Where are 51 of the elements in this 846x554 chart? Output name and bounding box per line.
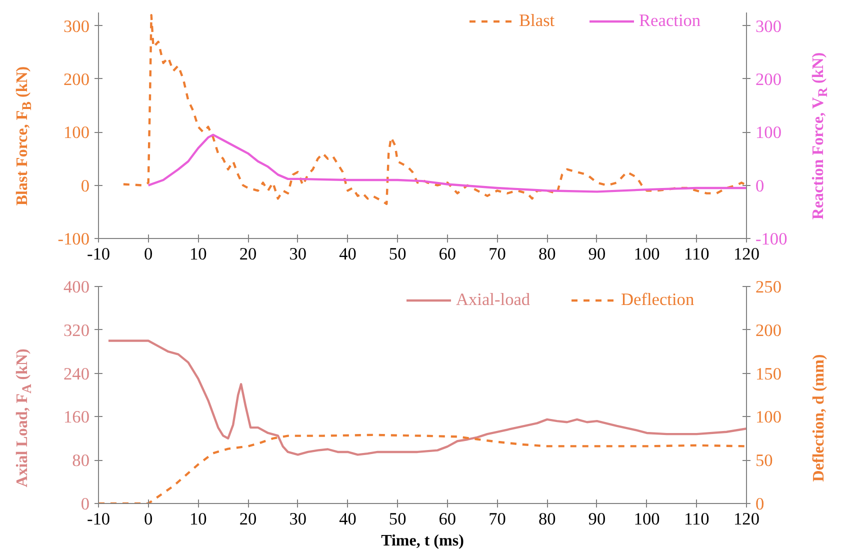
- x-tick-label: 50: [388, 244, 406, 264]
- y2-tick-label: 250: [756, 278, 782, 296]
- y2-axis-title: Deflection, d (mm): [810, 354, 829, 482]
- x-tick-label: 30: [289, 244, 307, 264]
- legend-label: Deflection: [621, 290, 694, 310]
- x-tick-label: 100: [634, 244, 660, 264]
- x-tick-label: 90: [588, 244, 606, 264]
- line-series: [122, 14, 746, 206]
- x-tick-label: 30: [289, 510, 307, 528]
- x-tick-label: 10: [190, 244, 207, 264]
- y2-tick-label: 50: [756, 451, 773, 470]
- y2-tick-label: 200: [756, 70, 782, 89]
- y-tick-label: 200: [64, 70, 90, 89]
- x-tick-label: 40: [339, 510, 356, 528]
- x-tick-label: 0: [144, 510, 153, 528]
- x-tick-label: 60: [438, 244, 456, 264]
- y-tick-label: 240: [64, 364, 90, 384]
- y2-tick-label: 150: [756, 364, 782, 384]
- y-tick-label: 100: [64, 123, 90, 142]
- legend-label: Axial-load: [456, 290, 530, 310]
- y-tick-label: 0: [80, 176, 90, 196]
- y2-tick-label: 0: [756, 176, 764, 196]
- x-tick-label: 100: [634, 510, 660, 528]
- x-tick-label: 80: [538, 244, 556, 264]
- y2-tick-label: 300: [756, 16, 782, 36]
- x-tick-label: 60: [438, 510, 456, 528]
- legend-label: Blast: [519, 11, 555, 31]
- y-tick-label: 160: [64, 408, 90, 427]
- x-tick-label: 20: [239, 510, 257, 528]
- y-tick-label: 300: [64, 16, 90, 36]
- x-tick-label: 20: [239, 244, 257, 264]
- x-tick-label: 70: [488, 510, 506, 528]
- x-tick-label: 110: [684, 244, 710, 264]
- x-tick-label: 50: [388, 510, 406, 528]
- x-tick-label: 70: [488, 244, 506, 264]
- y2-tick-label: 100: [756, 123, 782, 142]
- x-tick-label: 80: [538, 510, 556, 528]
- line-series: [147, 134, 746, 193]
- x-tick-label: 110: [684, 510, 710, 528]
- legend-label: Reaction: [639, 11, 701, 31]
- y-tick-label: 320: [64, 320, 90, 340]
- x-axis-title: Time, t (ms): [381, 532, 464, 550]
- x-tick-label: 90: [588, 510, 606, 528]
- y-tick-label: 80: [72, 451, 90, 470]
- x-tick-label: 40: [339, 244, 356, 264]
- line-series: [107, 340, 746, 456]
- y2-tick-label: 200: [756, 320, 782, 340]
- x-tick-label: 0: [144, 244, 153, 264]
- y2-tick-label: 100: [756, 408, 782, 427]
- y-tick-label: 400: [64, 278, 90, 296]
- x-tick-label: 10: [190, 510, 207, 528]
